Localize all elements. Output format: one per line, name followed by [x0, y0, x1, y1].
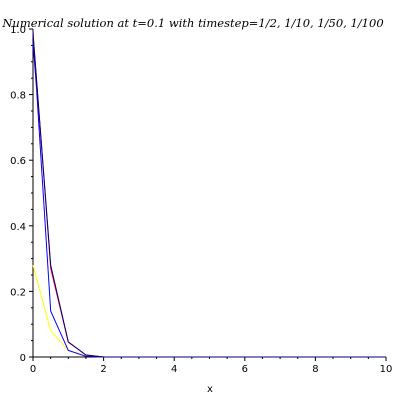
x-axis-label: x: [207, 384, 213, 395]
x-tick-label: 6: [242, 364, 248, 375]
y-tick-label: 0.4: [10, 222, 26, 233]
y-tick-label: 0: [20, 353, 26, 364]
x-tick-label: 10: [380, 364, 393, 375]
series-line-3: [32, 32, 386, 358]
y-tick-label: 1.0: [10, 25, 26, 36]
series-group: [32, 30, 386, 358]
y-tick-label: 0.2: [10, 287, 26, 298]
y-tick-label: 0.8: [10, 91, 26, 102]
axes: 0 2 4 6 8 10 0 0.2 0.4 0.6 0.8 1.0: [10, 25, 392, 375]
x-tick-label: 2: [100, 364, 106, 375]
x-tick-label: 4: [171, 364, 177, 375]
series-line-1: [32, 265, 386, 358]
x-tick-label: 0: [30, 364, 36, 375]
x-tick-label: 8: [312, 364, 318, 375]
series-line-4: [32, 30, 386, 358]
series-line-2: [32, 42, 386, 358]
y-tick-label: 0.6: [10, 156, 26, 167]
chart-title: Numerical solution at t=0.1 with timeste…: [1, 16, 383, 30]
